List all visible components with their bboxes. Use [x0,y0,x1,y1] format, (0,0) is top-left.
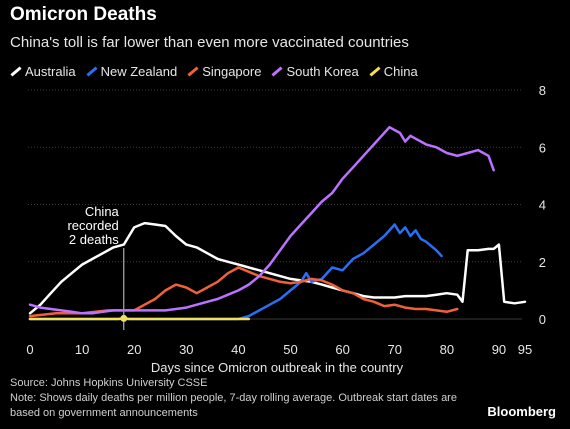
brand-logo: Bloomberg [487,404,556,419]
series-line-china [28,316,251,321]
y-tick-label: 0 [539,312,546,327]
series-line-singapore [28,266,459,318]
x-tick-label: 80 [440,342,454,357]
legend-label-australia: Australia [25,64,76,79]
x-axis-label: Days since Omicron outbreak in the count… [151,360,404,375]
china-death-marker [120,314,128,322]
legend-item-new-zealand: New Zealand [86,64,178,79]
annotation-text: China [85,204,120,219]
x-tick-label: 50 [283,342,297,357]
legend-item-singapore: Singapore [187,64,261,79]
legend-label-south-korea: South Korea [286,64,359,79]
series-line-australia [28,221,527,315]
chart-title: Omicron Deaths [10,4,157,25]
series-line-south-korea [28,125,495,315]
x-tick-label: 90 [492,342,506,357]
y-tick-label: 4 [539,198,546,213]
y-tick-label: 2 [539,255,546,270]
x-tick-label: 0 [26,342,33,357]
x-tick-label: 70 [388,342,402,357]
x-tick-label: 30 [179,342,193,357]
x-tick-label: 10 [75,342,89,357]
annotation-text: 2 deaths [69,232,119,247]
legend-item-south-korea: South Korea [271,64,359,79]
note-line: Note: Shows daily deaths per million peo… [10,392,457,419]
legend-item-australia: Australia [10,64,76,79]
legend-label-china: China [383,64,418,79]
legend: Australia New Zealand Singapore South Ko… [10,64,418,79]
legend-item-china: China [369,64,418,79]
annotation-text: recorded [67,218,118,233]
source-note: Source: Johns Hopkins University CSSE No… [10,376,470,421]
legend-label-new-zealand: New Zealand [100,64,178,79]
y-tick-label: 6 [539,140,546,155]
legend-label-singapore: Singapore [202,64,262,79]
x-tick-label: 60 [335,342,349,357]
chart-subtitle: China's toll is far lower than even more… [10,34,409,51]
source-line: Source: Johns Hopkins University CSSE [10,377,208,389]
x-tick-label: 40 [231,342,245,357]
y-tick-label: 8 [539,83,546,98]
x-tick-label: 95 [518,342,532,357]
x-tick-label: 20 [127,342,141,357]
